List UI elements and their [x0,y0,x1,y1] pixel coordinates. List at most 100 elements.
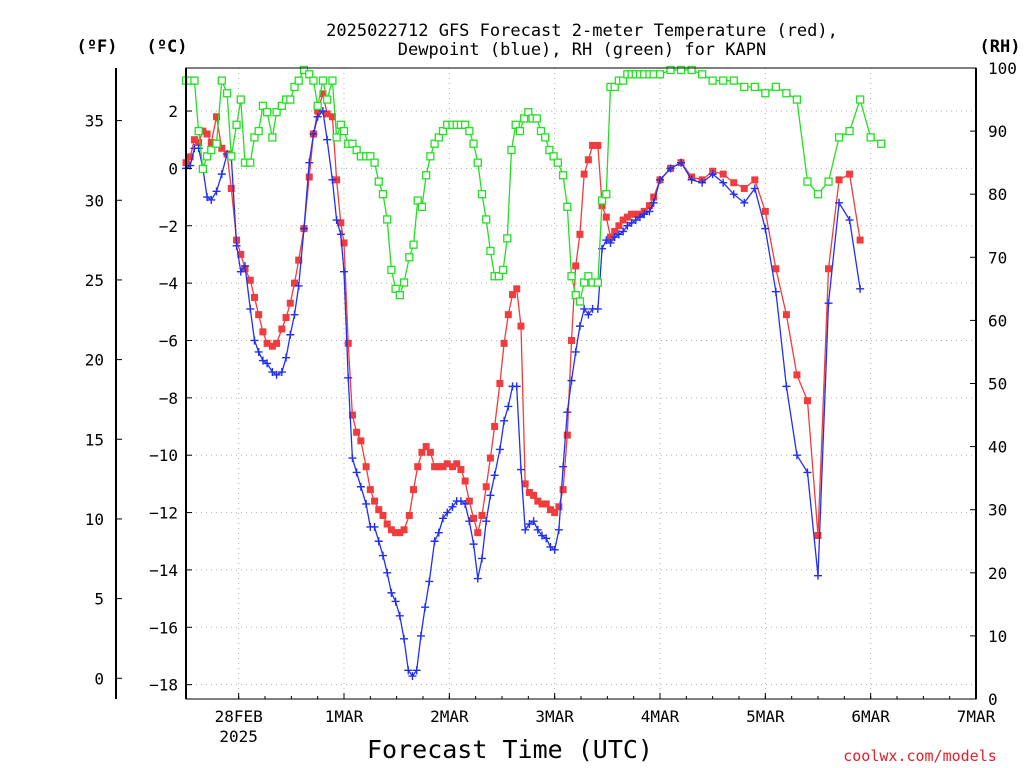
temperature-point [611,227,619,235]
rh-tick-label: 10 [988,627,1007,646]
rh-point [328,76,337,85]
dewpoint-point [404,666,413,675]
temperature-point [375,506,383,514]
celsius-tick-label: −12 [149,504,178,523]
rh-point [515,126,525,136]
dewpoint-point [356,482,365,491]
credit-link[interactable]: coolwx.com/models [843,747,997,765]
temperature-point [559,486,567,494]
x-tick-label: 3MAR [535,707,574,726]
dewpoint-point [627,218,636,227]
rh-point [750,82,759,92]
temperature-point [383,520,391,528]
rh-point [697,70,707,79]
dewpoint-point [282,353,291,362]
rh-point [708,76,717,85]
dewpoint-point [240,261,249,270]
rh-point [309,76,318,85]
dewpoint-point [619,227,628,236]
temperature-point [534,497,542,505]
rh-point [740,82,749,92]
rh-point [438,126,448,136]
temperature-point [645,202,653,210]
dewpoint-point [559,462,568,471]
dewpoint-point [631,216,640,225]
temperature-point [218,144,226,152]
temperature-point [623,213,631,221]
temperature-point [190,136,198,144]
temperature-point [530,491,538,499]
rh-tick-label: 50 [988,375,1007,394]
dewpoint-point [254,347,263,356]
dewpoint-point [580,304,589,313]
dewpoint-point [434,528,443,537]
temperature-point [772,265,780,273]
dewpoint-point [571,347,580,356]
temperature-point [278,325,286,333]
dewpoint-point [698,178,707,187]
temperature-point [448,463,456,471]
temperature-point [426,448,434,456]
dewpoint-point [323,135,332,144]
temperature-point [366,486,374,494]
x-tick-label: 2MAR [430,707,469,726]
rh-point [498,265,508,275]
temperature-point [525,488,533,496]
temperature-point [740,184,748,192]
rh-point [262,108,272,117]
rh-point [272,108,281,117]
dewpoint-point [542,534,551,543]
dewpoint-point [495,445,504,454]
fahrenheit-tick-label: 0 [94,669,104,688]
dewpoint-point [328,175,337,184]
temperature-point [319,90,327,98]
temperature-point [362,463,370,471]
rh-point [541,133,550,142]
rh-point [545,145,554,155]
temperature-point [470,514,478,522]
dewpoint-point [400,634,409,643]
dewpoint-point [814,571,822,580]
dewpoint-point [593,304,602,313]
dewpoint-point [623,221,632,230]
dewpoint-point [554,525,563,534]
temperature-point [751,176,759,184]
rh-tick-label: 60 [988,311,1007,330]
rh-point [676,65,686,75]
rh-tick-label: 0 [988,690,998,709]
dewpoint-point [610,233,619,242]
rh-point [250,133,259,142]
rh-point [332,133,341,142]
dewpoint-point [212,187,221,196]
temperature-point [650,193,658,201]
dewpoint-point [387,588,396,597]
x-tick-label: 28FEB [215,707,263,726]
temperature-point [268,342,276,350]
x-tick-label: 5MAR [746,707,785,726]
rh-point [370,158,379,167]
temperature-point [246,276,254,284]
rh-point [719,76,728,85]
rh-point [417,202,427,211]
celsius-tick-label: −14 [149,561,178,580]
rh-point [532,114,541,123]
temperature-point [186,153,194,161]
dewpoint-point [477,554,486,563]
dewpoint-point [232,241,241,250]
temperature-point [589,141,597,149]
temperature-point [282,314,290,322]
rh-point [563,202,572,211]
rh-point [405,253,414,262]
fahrenheit-tick-label: 20 [85,351,104,370]
rh-point [434,133,443,142]
temperature-point [496,380,504,387]
rh-tick-label: 30 [988,501,1007,520]
temperature-point [435,463,443,471]
temperature-point [551,509,559,517]
rh-point [378,190,388,199]
dewpoint-point [348,454,357,463]
temperature-point [632,210,640,218]
dewpoint-point [708,170,717,179]
temperature-point [414,463,422,471]
temperature-point [396,529,404,537]
